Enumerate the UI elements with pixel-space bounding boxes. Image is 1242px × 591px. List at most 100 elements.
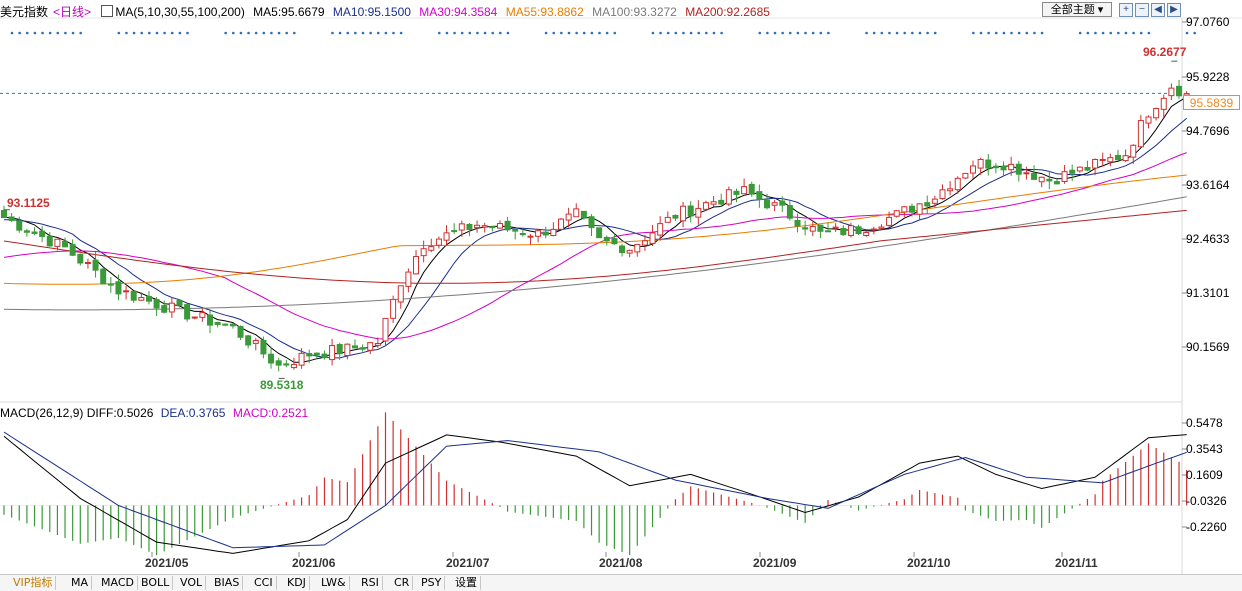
signal-dot — [178, 31, 182, 35]
candle-body — [413, 256, 420, 275]
candle-body — [519, 233, 526, 236]
high-label: 96.2677 — [1143, 45, 1187, 59]
candle-body — [931, 198, 938, 204]
candle-body — [802, 227, 809, 230]
ma55-line — [3, 174, 1187, 285]
signal-dot — [613, 31, 617, 35]
tab-cci[interactable]: CCI — [251, 576, 277, 590]
signal-dot — [804, 31, 807, 35]
candle-body — [992, 165, 999, 169]
signal-dot — [1147, 31, 1151, 35]
ma100-line — [3, 196, 1187, 311]
zoom-in-icon[interactable]: + — [1119, 3, 1133, 17]
current-price-tag: 95.5839 — [1183, 95, 1240, 110]
candle-body — [1076, 166, 1083, 172]
signal-dot — [453, 31, 456, 35]
signal-dot — [155, 31, 159, 35]
candle-body — [107, 283, 114, 286]
candle-body — [496, 223, 503, 229]
signal-dot — [132, 31, 136, 35]
signal-dot — [186, 31, 189, 35]
period-selector[interactable]: <日线> — [53, 5, 92, 19]
candle-body — [840, 227, 847, 236]
signal-dot — [544, 31, 548, 35]
tab-kdj[interactable]: KDJ — [284, 576, 310, 590]
candle-body — [664, 216, 671, 223]
macd-diff: DIFF:0.5026 — [86, 406, 154, 420]
tab-boll[interactable]: BOLL — [138, 576, 174, 590]
candle-body — [649, 232, 656, 244]
candle-body — [550, 228, 557, 237]
macd-dea-line — [3, 431, 1187, 549]
candle-body — [672, 214, 679, 219]
tab-ma[interactable]: MA — [68, 576, 93, 590]
signal-dot — [445, 31, 449, 35]
price-tick: 90.1569 — [1186, 340, 1230, 354]
tab-cr[interactable]: CR — [391, 576, 414, 590]
month-label: 2021/09 — [753, 556, 797, 570]
candle-body — [1031, 172, 1038, 180]
candle-body — [908, 205, 915, 213]
signal-dot — [437, 31, 441, 35]
theme-select[interactable]: 全部主题 ▾ — [1042, 2, 1112, 17]
ma30-value: MA30:94.3584 — [419, 5, 498, 19]
ma-settings-icon[interactable] — [101, 5, 114, 17]
next-icon[interactable]: ▶ — [1167, 3, 1181, 17]
candle-body — [1084, 166, 1091, 171]
price-tick: 92.4633 — [1186, 232, 1230, 246]
candle-body — [504, 220, 511, 231]
signal-dot — [148, 31, 151, 35]
signal-dot — [1033, 31, 1036, 35]
tab-bias[interactable]: BIAS — [211, 576, 244, 590]
signal-dot — [651, 31, 655, 35]
signal-dot — [712, 31, 716, 35]
tab-lwr[interactable]: LW& — [318, 576, 350, 590]
candle-body — [1046, 178, 1053, 182]
tab-macd[interactable]: MACD — [98, 576, 138, 590]
candle-body — [184, 304, 191, 320]
candle-body — [245, 335, 252, 346]
signal-dot — [384, 31, 388, 35]
signal-dot — [773, 31, 777, 35]
candle-body — [290, 363, 297, 369]
tab-psy[interactable]: PSY — [418, 576, 446, 590]
signal-dot — [483, 31, 487, 35]
tab-vip[interactable]: VIP指标 — [10, 576, 57, 590]
candle-body — [870, 228, 877, 231]
candle-body — [764, 199, 770, 209]
candle-body — [901, 206, 908, 213]
candle-body — [779, 200, 786, 206]
ma200-value: MA200:92.2685 — [685, 5, 770, 19]
signal-dot — [499, 31, 502, 35]
macd-tick: 0.1609 — [1186, 468, 1223, 482]
candle-body — [855, 226, 862, 235]
candle-body — [1137, 120, 1144, 148]
low-label: 89.5318 — [260, 378, 304, 392]
candle-body — [1015, 163, 1022, 175]
tab-vol[interactable]: VOL — [177, 576, 207, 590]
tab-rsi[interactable]: RSI — [358, 576, 383, 590]
signal-dot — [163, 31, 166, 35]
prev-icon[interactable]: ◀ — [1151, 3, 1165, 17]
candle-body — [466, 223, 473, 230]
candle-body — [970, 165, 977, 174]
signal-dot — [1078, 31, 1082, 35]
signal-dot — [41, 31, 44, 35]
signal-dot — [1040, 31, 1044, 35]
candle-body — [1092, 158, 1099, 169]
signal-dot — [903, 31, 907, 35]
candle-body — [237, 325, 244, 338]
candle-body — [565, 213, 572, 221]
signal-dot — [399, 31, 403, 35]
tab-settings[interactable]: 设置 — [452, 576, 481, 590]
candle-body — [100, 268, 107, 285]
candle-body — [657, 223, 664, 236]
candle-body — [84, 261, 91, 264]
zoom-out-icon[interactable]: − — [1135, 3, 1149, 17]
candle-body — [336, 344, 343, 355]
candle-body — [1145, 116, 1152, 124]
signal-dot — [33, 31, 37, 35]
ma5-value: MA5:95.6679 — [253, 5, 325, 19]
candle-body — [161, 305, 168, 313]
